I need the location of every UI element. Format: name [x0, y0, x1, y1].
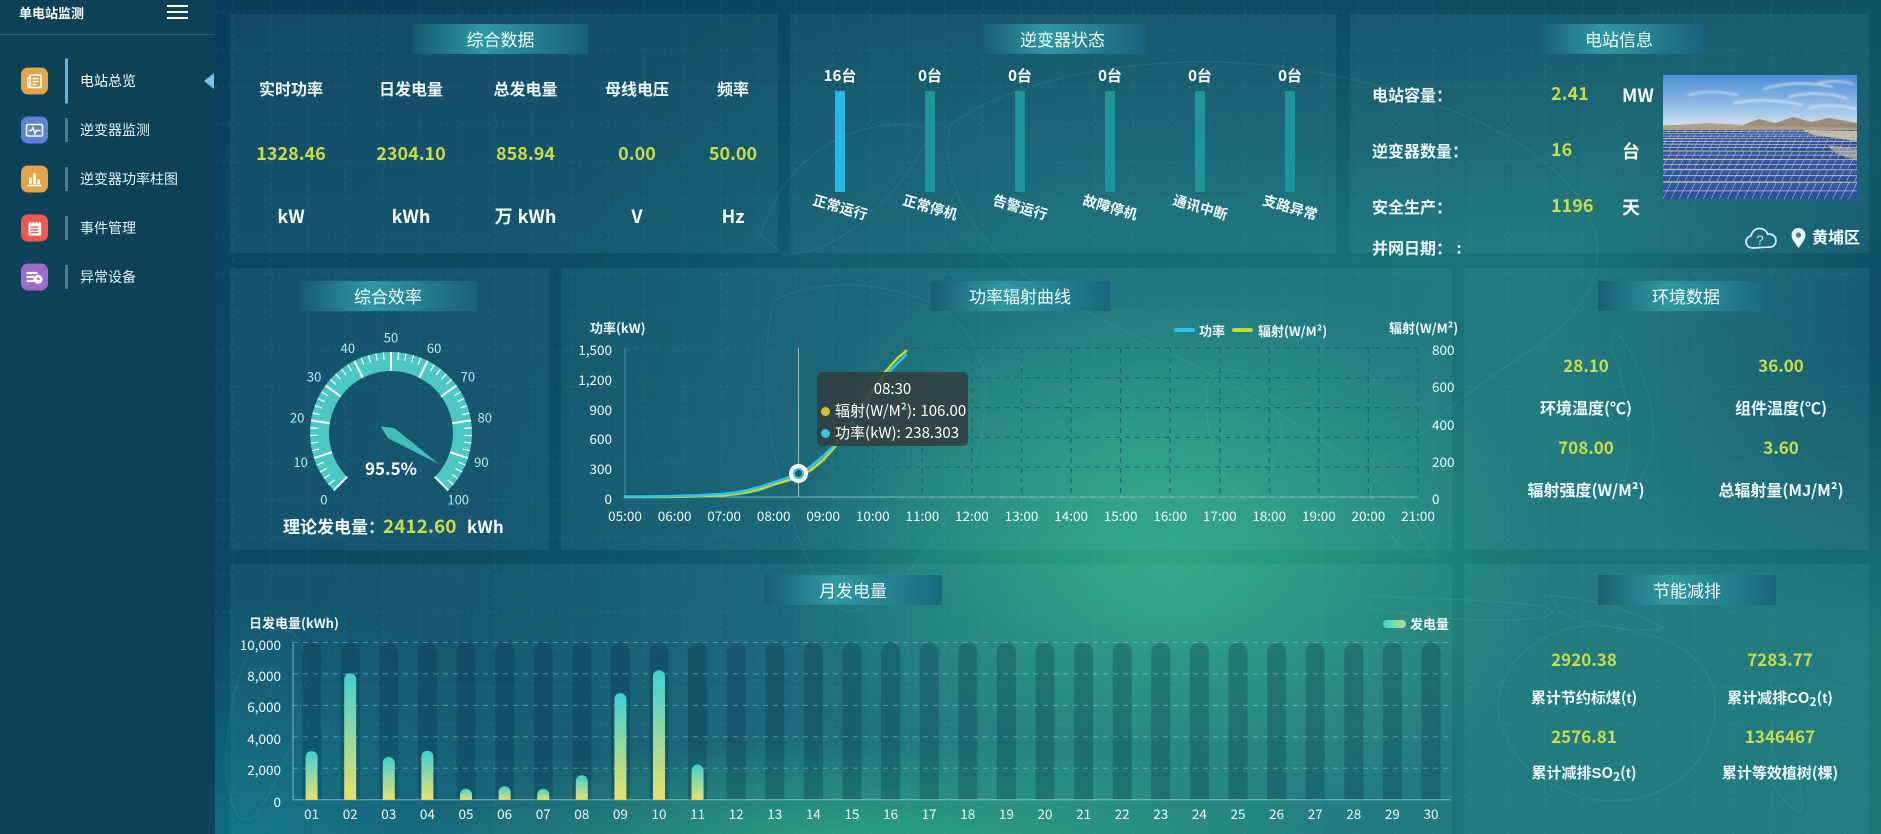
- svg-text:30: 30: [307, 367, 321, 386]
- svg-text:40: 40: [341, 338, 355, 357]
- svg-text:80: 80: [478, 408, 492, 427]
- svg-text:?: ?: [1756, 230, 1763, 249]
- svg-text:70: 70: [461, 367, 475, 386]
- svg-text:20: 20: [290, 408, 304, 427]
- svg-text:60: 60: [427, 338, 441, 357]
- svg-text:100: 100: [447, 490, 469, 509]
- svg-text:90: 90: [474, 452, 488, 471]
- svg-text:50: 50: [384, 328, 398, 347]
- svg-text:10: 10: [293, 452, 307, 471]
- svg-text:0: 0: [320, 490, 327, 509]
